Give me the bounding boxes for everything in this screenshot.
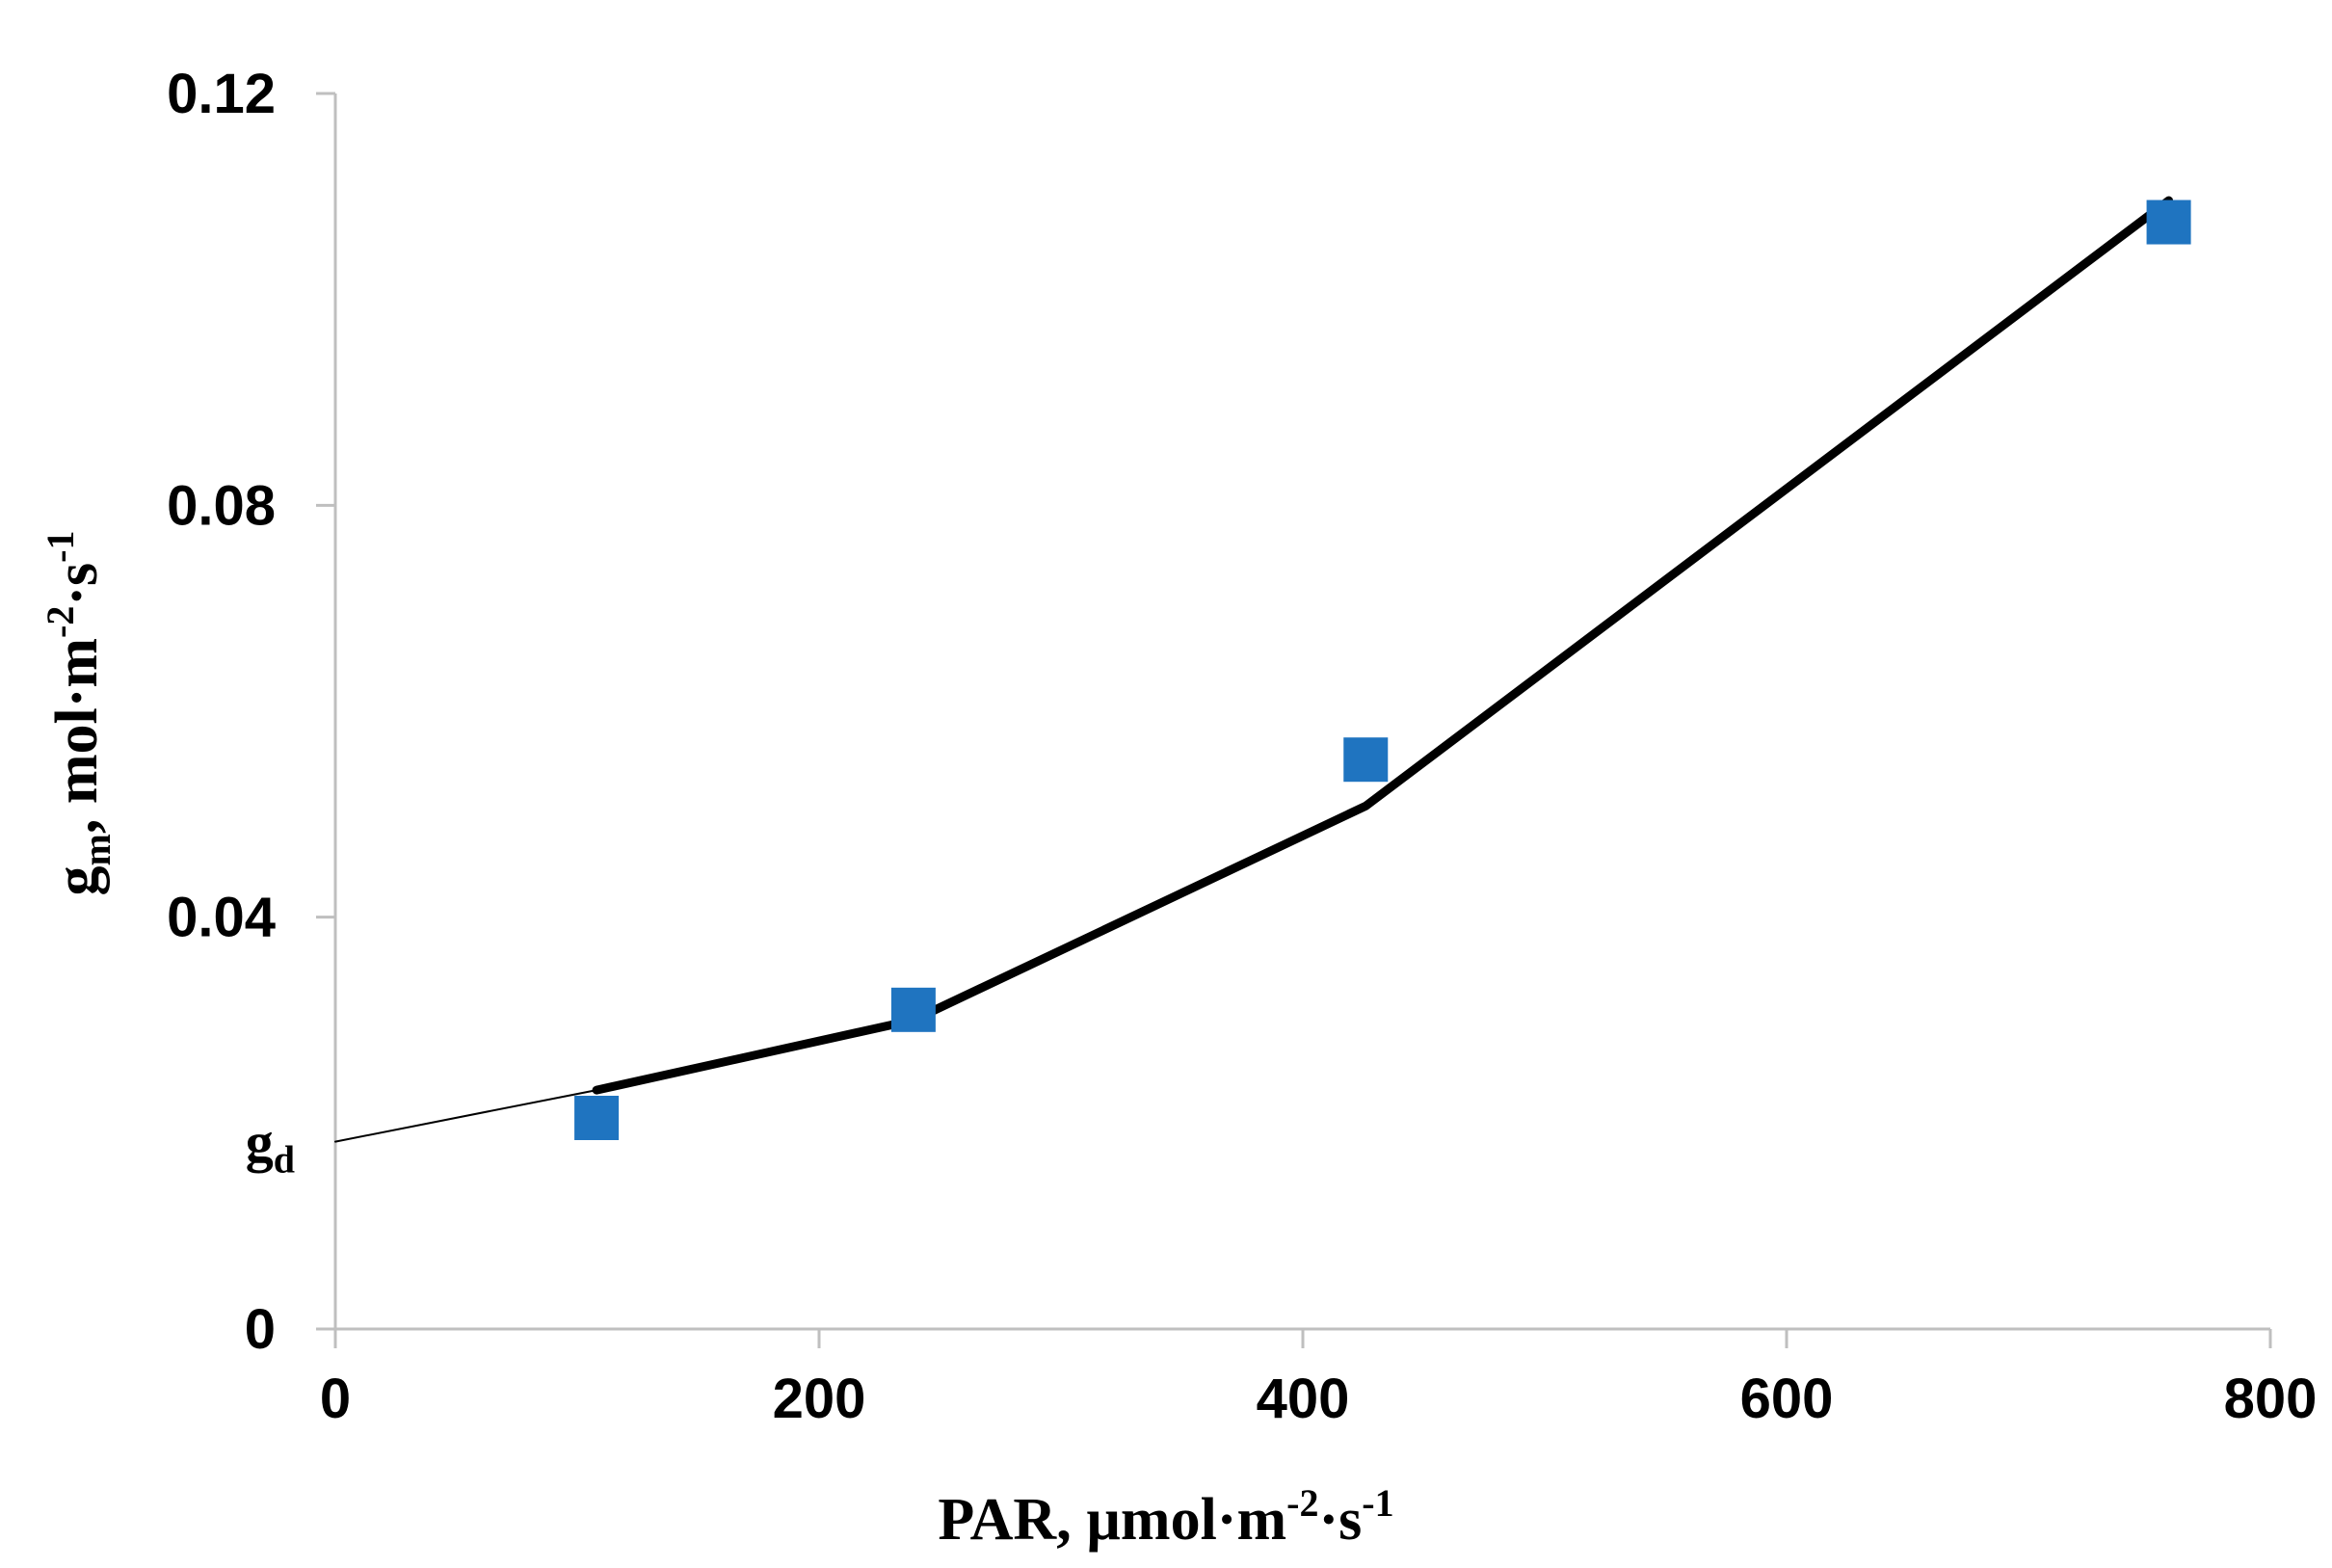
data-point bbox=[574, 1095, 620, 1140]
data-point bbox=[2146, 199, 2191, 245]
x-tick-label: 200 bbox=[773, 1368, 866, 1430]
data-point bbox=[890, 987, 936, 1032]
axes bbox=[333, 93, 2270, 1348]
data-points bbox=[574, 199, 2191, 1140]
x-tick-label: 0 bbox=[320, 1368, 351, 1430]
extrapolation-line bbox=[334, 1089, 598, 1143]
x-tick-label: 600 bbox=[1740, 1368, 1834, 1430]
y-ticks: 0 0.04 0.08 0.12 bbox=[167, 63, 335, 1361]
y-tick-label: 0 bbox=[245, 1298, 276, 1361]
fit-line bbox=[592, 196, 2174, 1095]
x-tick-label: 800 bbox=[2224, 1368, 2318, 1430]
y-tick-label: 0.12 bbox=[167, 63, 276, 125]
y-axis-title: gm, mol·m-2·s-1 bbox=[39, 531, 119, 896]
fit-lines bbox=[334, 196, 2174, 1143]
data-point bbox=[1343, 737, 1389, 783]
y-tick-label: 0.04 bbox=[167, 887, 276, 949]
x-ticks: 0 200 400 600 800 bbox=[320, 1329, 2318, 1430]
y-tick-label: 0.08 bbox=[167, 474, 276, 537]
gd-annotation: gd bbox=[246, 1111, 295, 1182]
x-axis-title: PAR, µmol·m-2·s-1 bbox=[938, 1481, 1393, 1553]
x-tick-label: 400 bbox=[1257, 1368, 1350, 1430]
